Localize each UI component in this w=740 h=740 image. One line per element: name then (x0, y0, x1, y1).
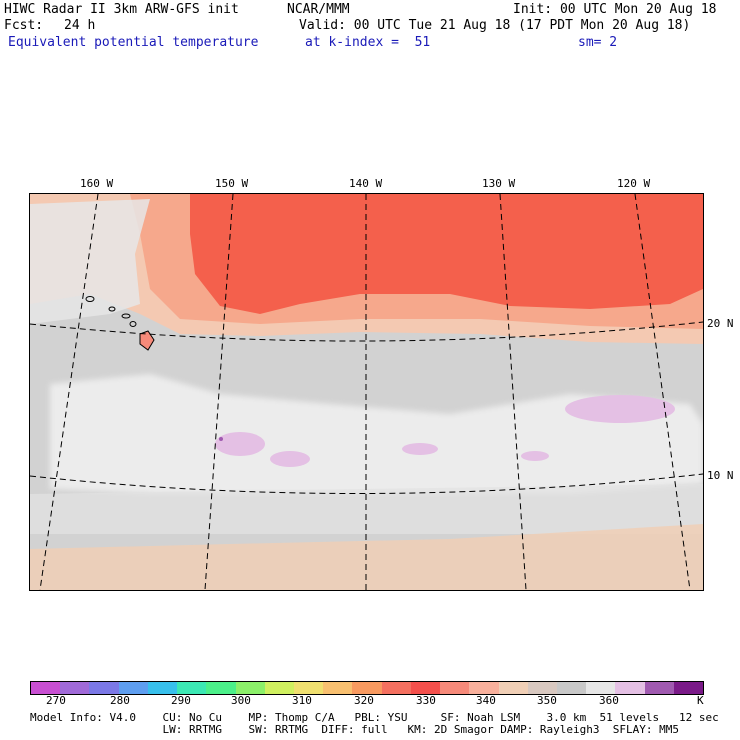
graticule (30, 194, 703, 590)
lon-label-140w: 140 W (349, 177, 383, 190)
model-title: HIWC Radar II 3km ARW-GFS init (4, 2, 239, 17)
colorbar-swatch (264, 682, 294, 694)
lon-label-150w: 150 W (215, 177, 249, 190)
colorbar-swatch (410, 682, 441, 694)
field-white-band (50, 374, 703, 494)
colorbar-tick-270: 270 (46, 694, 66, 707)
colorbar-tick-340: 340 (476, 694, 496, 707)
colorbar-tick-300: 300 (231, 694, 251, 707)
lat-label-20n: 20 N (707, 317, 734, 330)
colorbar-swatch (352, 682, 382, 694)
colorbar-swatch (440, 682, 470, 694)
colorbar-swatch (615, 682, 645, 694)
forecast-hours: 24 h (64, 18, 96, 33)
colorbar-swatch (235, 682, 265, 694)
field-purple-2 (270, 451, 310, 467)
colorbar-swatch (527, 682, 557, 694)
field-western-light (30, 199, 150, 324)
lon-label-130w: 130 W (482, 177, 516, 190)
lon-label-120w: 120 W (617, 177, 651, 190)
colorbar-swatch (498, 682, 528, 694)
colorbar-tick-360: 360 (599, 694, 619, 707)
colorbar-swatch (147, 682, 178, 694)
field-name: Equivalent potential temperature (8, 35, 259, 50)
colorbar-swatch (177, 682, 207, 694)
colorbar-swatch (118, 682, 148, 694)
k-index-label: at k-index = 51 (305, 35, 431, 50)
forecast-label: Fcst: (4, 18, 44, 33)
colorbar-swatch (556, 682, 587, 694)
colorbar-swatch (206, 682, 236, 694)
lon-label-160w: 160 W (80, 177, 114, 190)
colorbar (30, 681, 704, 695)
colorbar-swatch (323, 682, 353, 694)
colorbar-tick-330: 330 (416, 694, 436, 707)
valid-time: Valid: 00 UTC Tue 21 Aug 18 (17 PDT Mon … (299, 18, 691, 33)
colorbar-swatch (31, 682, 61, 694)
map-field-svg (30, 194, 703, 590)
init-time: Init: 00 UTC Mon 20 Aug 18 (513, 2, 717, 17)
smoothing-label: sm= 2 (578, 35, 618, 50)
colorbar-tick-290: 290 (171, 694, 191, 707)
hawaiian-islands (85, 296, 155, 351)
colorbar-swatch (586, 682, 616, 694)
field-330k (190, 194, 703, 314)
colorbar-swatch (89, 682, 119, 694)
colorbar-swatch (469, 682, 499, 694)
field-purple-east (565, 395, 675, 423)
field-purple-3 (402, 443, 438, 455)
colorbar-unit: K (697, 694, 704, 707)
field-purple-storm (215, 432, 265, 456)
colorbar-swatch (673, 682, 704, 694)
org-label: NCAR/MMM (287, 2, 350, 17)
footer-physics: LW: RRTMG SW: RRTMG DIFF: full KM: 2D Sm… (30, 723, 680, 736)
colorbar-swatch (381, 682, 411, 694)
colorbar-tick-320: 320 (354, 694, 374, 707)
field-purple-4 (521, 451, 549, 461)
colorbar-tick-350: 350 (537, 694, 557, 707)
storm-center (219, 437, 223, 441)
colorbar-tick-310: 310 (292, 694, 312, 707)
colorbar-tick-280: 280 (110, 694, 130, 707)
colorbar-swatch (60, 682, 90, 694)
colorbar-swatch (293, 682, 324, 694)
footer-model-info: Model Info: V4.0 CU: No Cu MP: Thomp C/A… (30, 711, 719, 724)
theta-e-map (29, 193, 704, 591)
colorbar-swatch (644, 682, 674, 694)
lat-label-10n: 10 N (707, 469, 734, 482)
